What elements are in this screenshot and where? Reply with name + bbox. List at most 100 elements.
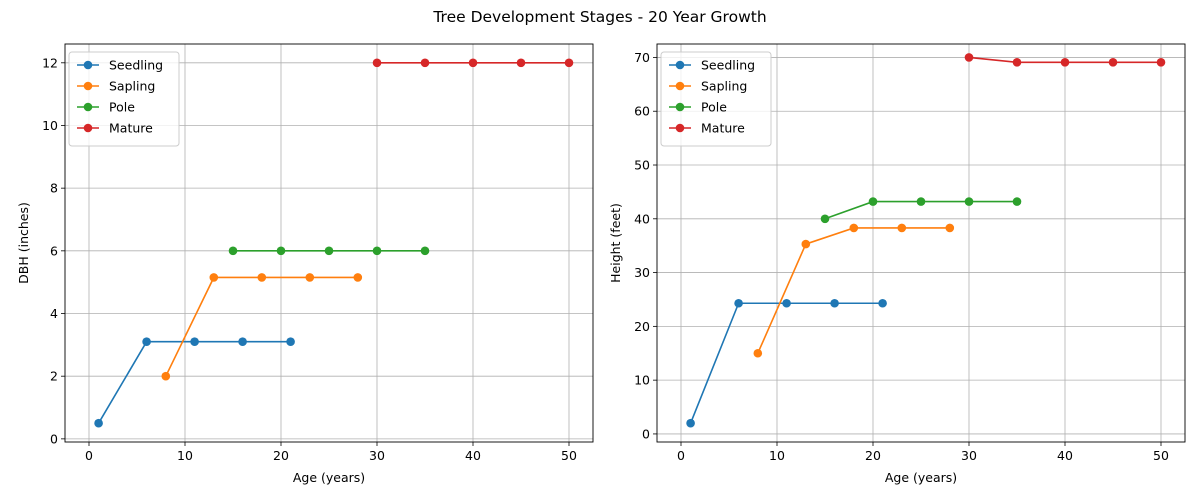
chart-1-legend xyxy=(68,51,180,147)
chart-1-series-mature-point xyxy=(468,58,478,68)
chart-1-series-sapling-line xyxy=(165,276,358,377)
chart-2-series-mature-point xyxy=(964,53,974,62)
chart-2-legend-sapling-label: Sapling xyxy=(701,79,747,94)
chart-1-y-tick-label: 2 xyxy=(50,369,58,384)
chart-2-legend-seedling-marker xyxy=(675,60,685,70)
chart-1-y-axis-label: DBH (inches) xyxy=(16,202,31,284)
chart-1-series-mature-point xyxy=(564,58,574,68)
chart-1-y-tick-label: 12 xyxy=(42,55,58,70)
chart-1-y-tick-label: 8 xyxy=(50,181,58,196)
chart-2-series-mature-point xyxy=(1156,57,1166,67)
chart-2-y-tick-label: 40 xyxy=(634,211,650,226)
chart-1-x-tick-label: 30 xyxy=(369,448,385,463)
chart-1-series-seedling-point xyxy=(94,418,103,428)
chart-1-legend-mature-label: Mature xyxy=(109,121,153,136)
chart-2-x-tick-label: 50 xyxy=(1153,448,1169,463)
chart-2-y-tick-label: 60 xyxy=(634,104,650,119)
chart-2-series-sapling-point xyxy=(945,223,955,233)
chart-2-legend xyxy=(660,51,772,147)
chart-1-y-tick-label: 0 xyxy=(50,431,58,446)
chart-2-series-sapling-point xyxy=(801,239,811,249)
chart-2-y-tick-label: 50 xyxy=(634,158,650,173)
chart-1-legend-mature-marker xyxy=(83,123,93,133)
chart-2-y-tick-label: 30 xyxy=(634,265,650,280)
chart-2-x-tick-label: 30 xyxy=(961,448,977,463)
chart-2-series-sapling-line xyxy=(757,227,950,354)
chart-2-x-tick-label: 40 xyxy=(1057,448,1073,463)
chart-2-series-sapling-point xyxy=(849,223,859,233)
chart-1-series-mature-point xyxy=(420,58,430,68)
chart-1-series-seedling-point xyxy=(238,337,247,347)
chart-2-series-seedling-point xyxy=(686,418,695,428)
chart-1-series-mature-point xyxy=(372,58,382,68)
figure-title: Tree Development Stages - 20 Year Growth xyxy=(433,8,767,26)
chart-2-legend-pole-marker xyxy=(675,102,685,112)
chart-1-series-seedling-point xyxy=(190,337,199,347)
chart-1-series-sapling-point xyxy=(257,273,267,282)
chart-2-series-seedling-line xyxy=(689,302,883,424)
chart-1-y-tick-label: 10 xyxy=(42,118,58,133)
chart-1-series-pole-point xyxy=(372,246,382,256)
chart-1-legend-seedling-label: Seedling xyxy=(109,58,163,73)
chart-2-series-mature-point xyxy=(1108,57,1118,67)
chart-2-y-tick-label: 10 xyxy=(634,373,650,388)
chart-2-series-mature-point xyxy=(1060,57,1070,67)
chart-1-legend-sapling-label: Sapling xyxy=(109,79,155,94)
chart-1-y-tick-label: 4 xyxy=(50,306,58,321)
chart-1-series-sapling-point xyxy=(209,273,219,282)
chart-2-series-pole-point xyxy=(820,214,830,224)
chart-1-series-pole-point xyxy=(324,246,334,256)
chart-2-y-axis-label: Height (feet) xyxy=(608,203,623,283)
chart-2-series-sapling-point xyxy=(753,348,763,358)
chart-1-series-sapling-point xyxy=(161,371,171,381)
chart-2: 0 10 20 30 40 50 0 10 20 30 40 50 60 70 Age (years) Hei… xyxy=(608,43,1186,485)
chart-2-y-tick-label: 0 xyxy=(642,426,650,441)
chart-1-x-axis-label: Age (years) xyxy=(293,470,365,485)
chart-2-y-tick-label: 70 xyxy=(634,50,650,65)
chart-1-legend-pole-label: Pole xyxy=(109,100,135,115)
chart-2-legend-sapling-marker xyxy=(675,81,685,91)
chart-2-y-tick-label: 20 xyxy=(634,319,650,334)
chart-1-x-tick-label: 50 xyxy=(561,448,577,463)
chart-1-series-seedling-line xyxy=(97,340,291,424)
chart-1: 0 10 20 30 40 50 0 2 4 6 8 10 12 Age (years) DBH (inch… xyxy=(16,43,594,485)
chart-2-series-seedling-point xyxy=(782,298,791,308)
chart-2-series-mature-point xyxy=(1012,57,1022,67)
chart-2-series-pole-point xyxy=(1012,197,1022,206)
chart-1-series-pole-point xyxy=(420,246,430,256)
chart-1-legend-seedling-marker xyxy=(83,60,93,70)
chart-2-x-tick-label: 20 xyxy=(865,448,881,463)
chart-2-series-pole-point xyxy=(916,197,926,206)
chart-1-legend-pole-marker xyxy=(83,102,93,112)
chart-2-series-seedling-point xyxy=(878,298,887,308)
chart-2-series-sapling-point xyxy=(897,223,907,233)
chart-1-y-tick-label: 6 xyxy=(50,243,58,258)
chart-1-axes-frame xyxy=(64,43,594,443)
chart-2-series-seedling-point xyxy=(830,298,839,308)
chart-1-series-seedling-point xyxy=(286,337,295,347)
chart-1-x-tick-label: 40 xyxy=(465,448,481,463)
chart-1-series-sapling-point xyxy=(305,273,315,282)
chart-2-legend-mature-label: Mature xyxy=(701,121,745,136)
chart-1-x-tick-label: 10 xyxy=(177,448,193,463)
chart-2-series-pole-point xyxy=(868,197,878,206)
chart-2-x-tick-label: 0 xyxy=(677,448,685,463)
chart-2-legend-seedling-label: Seedling xyxy=(701,58,755,73)
chart-2-axes-frame xyxy=(656,43,1186,443)
chart-1-x-tick-label: 20 xyxy=(273,448,289,463)
chart-1-series-sapling-point xyxy=(353,273,363,282)
chart-2-x-tick-label: 10 xyxy=(769,448,785,463)
chart-2-series-pole-point xyxy=(964,197,974,206)
chart-2-legend-pole-label: Pole xyxy=(701,100,727,115)
chart-1-series-mature-point xyxy=(516,58,526,68)
chart-2-x-axis-label: Age (years) xyxy=(885,470,957,485)
chart-1-series-seedling-point xyxy=(142,337,151,347)
chart-1-legend-sapling-marker xyxy=(83,81,93,91)
chart-2-series-seedling-point xyxy=(734,298,743,308)
chart-1-series-pole-point xyxy=(228,246,238,256)
chart-1-series-pole-point xyxy=(276,246,286,256)
chart-1-x-tick-label: 0 xyxy=(85,448,93,463)
chart-2-legend-mature-marker xyxy=(675,123,685,133)
